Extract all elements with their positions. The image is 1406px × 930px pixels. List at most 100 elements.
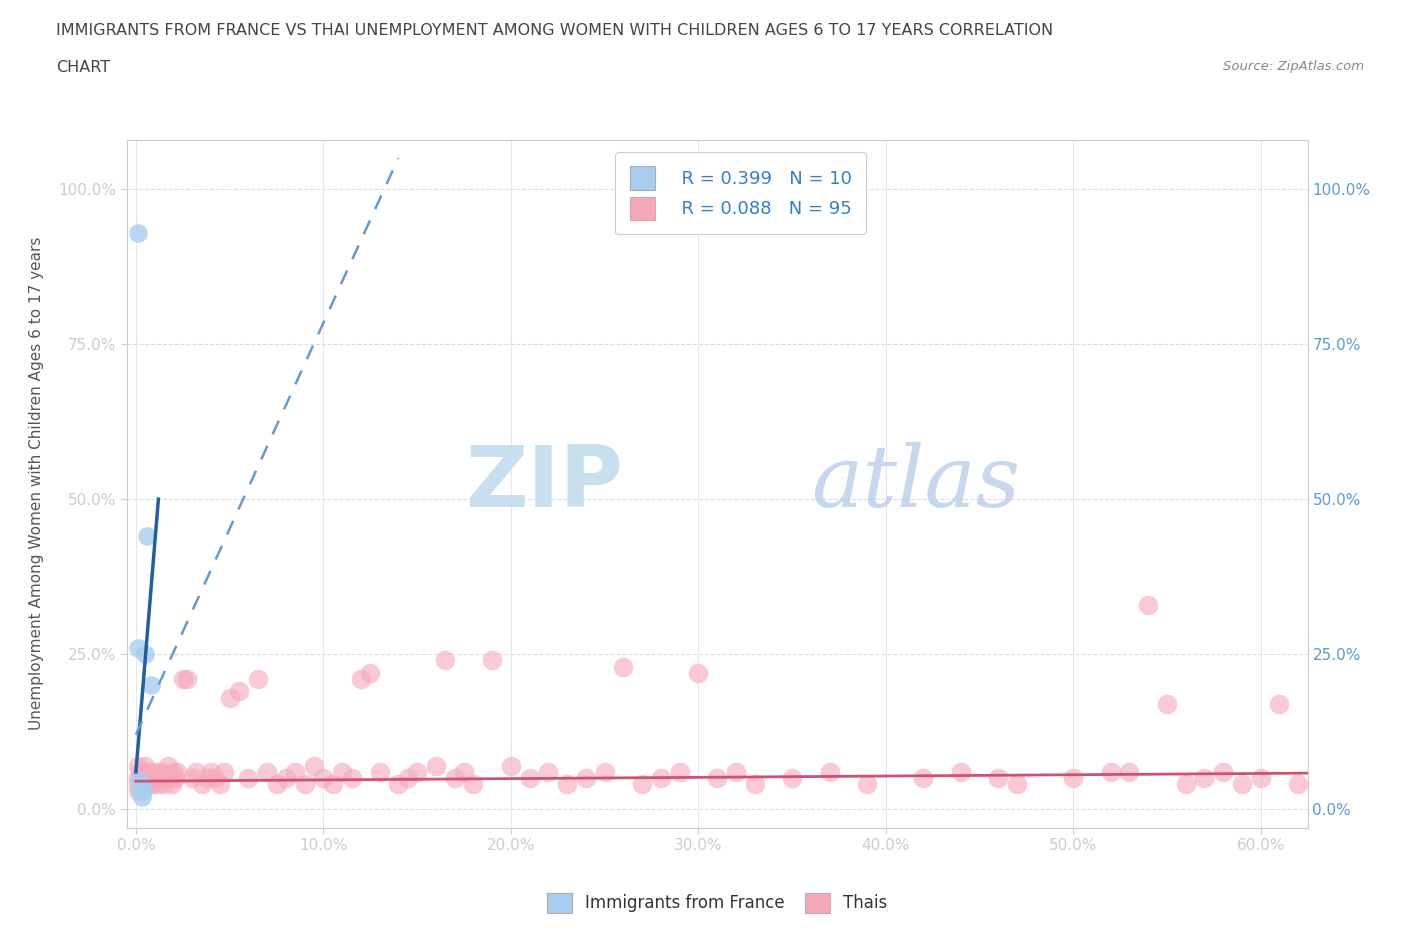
Point [1099,764,1122,779]
Text: IMMIGRANTS FROM FRANCE VS THAI UNEMPLOYMENT AMONG WOMEN WITH CHILDREN AGES 6 TO : IMMIGRANTS FROM FRANCE VS THAI UNEMPLOYM… [56,23,1053,38]
Point [132,771,155,786]
Point [575,771,598,786]
Point [127,777,149,791]
Point [744,777,766,791]
Point [350,671,373,686]
Point [209,777,232,791]
Point [912,771,935,786]
Point [127,225,149,240]
Point [706,771,728,786]
Point [434,653,457,668]
Point [1118,764,1140,779]
Point [425,758,447,773]
Point [537,764,560,779]
Point [555,777,578,791]
Point [166,764,188,779]
Point [195,771,218,786]
Point [1062,771,1084,786]
Point [1230,777,1253,791]
Point [136,529,159,544]
Point [132,764,155,779]
Point [136,771,159,786]
Point [134,646,156,661]
Point [1005,777,1028,791]
Point [204,771,226,786]
Point [228,684,250,698]
Point [631,777,654,791]
Point [127,783,149,798]
Point [139,764,162,779]
Point [463,777,485,791]
Point [127,641,149,656]
Point [612,659,634,674]
Point [134,777,156,791]
Point [128,774,150,789]
Point [131,790,153,804]
Legend: Immigrants from France, Thais: Immigrants from France, Thais [538,884,896,922]
Point [274,771,297,786]
Point [153,777,176,791]
Text: atlas: atlas [811,443,1021,525]
Point [1212,764,1234,779]
Point [724,764,747,779]
Point [1174,777,1197,791]
Point [1286,777,1309,791]
Point [138,777,160,791]
Point [406,764,429,779]
Point [593,764,616,779]
Point [1250,771,1272,786]
Point [453,764,475,779]
Point [165,771,187,786]
Point [312,771,335,786]
Point [949,764,972,779]
Point [266,777,288,791]
Point [181,771,204,786]
Point [142,777,165,791]
Point [131,777,153,791]
Point [256,764,278,779]
Point [1137,597,1160,612]
Point [131,777,153,791]
Point [145,764,167,779]
Point [519,771,541,786]
Text: ZIP: ZIP [465,442,623,525]
Point [499,758,522,773]
Point [139,678,162,693]
Point [134,758,156,773]
Point [340,771,363,786]
Point [284,764,307,779]
Point [128,764,150,779]
Point [200,764,222,779]
Point [190,777,212,791]
Point [368,764,391,779]
Point [238,771,260,786]
Point [150,764,173,779]
Point [184,764,207,779]
Point [688,665,710,680]
Point [127,771,149,786]
Point [481,653,503,668]
Point [159,771,181,786]
Point [162,764,184,779]
Point [148,777,170,791]
Point [246,671,269,686]
Point [987,771,1010,786]
Point [149,771,172,786]
Point [322,777,344,791]
Point [160,777,183,791]
Point [443,771,465,786]
Y-axis label: Unemployment Among Women with Children Ages 6 to 17 years: Unemployment Among Women with Children A… [30,237,44,730]
Point [780,771,803,786]
Point [172,671,194,686]
Point [818,764,841,779]
Point [156,758,179,773]
Point [302,758,325,773]
Point [212,764,235,779]
Text: Source: ZipAtlas.com: Source: ZipAtlas.com [1223,60,1364,73]
Point [396,771,419,786]
Point [668,764,690,779]
Point [127,758,149,773]
Point [176,671,198,686]
Point [294,777,316,791]
Point [132,783,155,798]
